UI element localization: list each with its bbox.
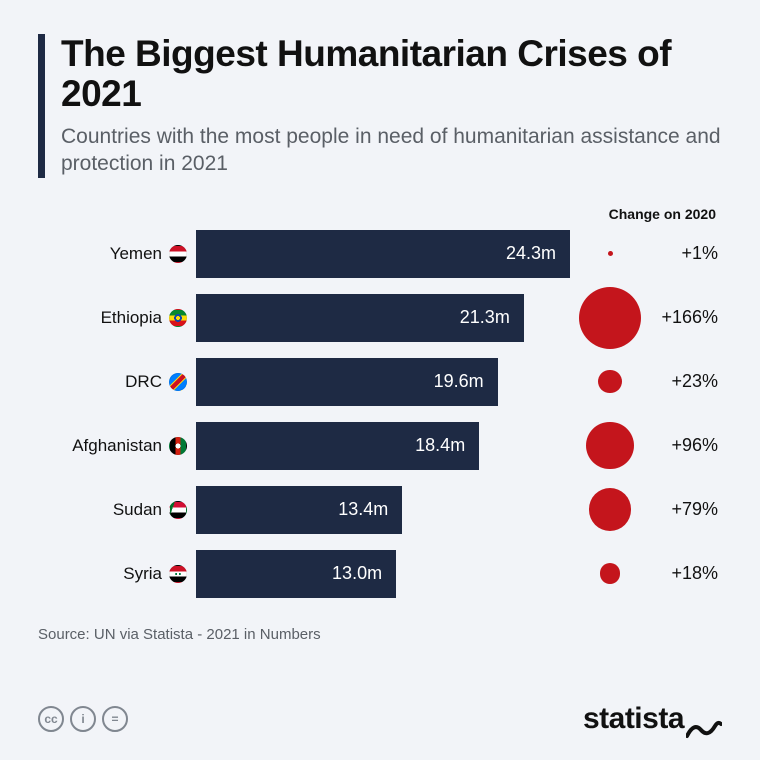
bubble-cell xyxy=(570,230,650,278)
bar-row: Yemen 24.3m +1% xyxy=(38,230,722,278)
cc-nd-icon: = xyxy=(102,706,128,732)
bubble-cell xyxy=(570,486,650,534)
bar: 19.6m xyxy=(196,358,498,406)
bar: 13.4m xyxy=(196,486,402,534)
change-bubble xyxy=(586,422,633,469)
bar-rows: Yemen 24.3m +1% Ethiopia 21.3m +166% DRC 19.6m +… xyxy=(38,230,722,598)
bar-row: Afghanistan 18.4m +96% xyxy=(38,422,722,470)
country-label: Ethiopia xyxy=(38,308,168,328)
country-label: DRC xyxy=(38,372,168,392)
bar-row: DRC 19.6m +23% xyxy=(38,358,722,406)
cc-by-icon: i xyxy=(70,706,96,732)
bar: 21.3m xyxy=(196,294,524,342)
change-bubble xyxy=(589,488,632,531)
cc-icons: cci= xyxy=(38,706,128,732)
flag-icon xyxy=(169,245,187,263)
change-bubble xyxy=(600,563,620,583)
change-label: +96% xyxy=(650,435,722,456)
chart-card: The Biggest Humanitarian Crises of 2021 … xyxy=(0,0,760,760)
flag-icon xyxy=(169,565,187,583)
bar-track: 21.3m xyxy=(196,294,570,342)
flag-icon xyxy=(169,373,187,391)
brand-text: statista xyxy=(583,702,684,736)
bubble-cell xyxy=(570,550,650,598)
bubble-cell xyxy=(570,358,650,406)
title-block: The Biggest Humanitarian Crises of 2021 … xyxy=(38,34,722,178)
bar-row: Syria 13.0m +18% xyxy=(38,550,722,598)
change-label: +23% xyxy=(650,371,722,392)
bar-value: 13.4m xyxy=(338,499,388,520)
source-text: Source: UN via Statista - 2021 in Number… xyxy=(38,626,722,643)
chart-subtitle: Countries with the most people in need o… xyxy=(61,124,722,178)
bar-track: 13.0m xyxy=(196,550,570,598)
bar-value: 18.4m xyxy=(415,435,465,456)
chart-title: The Biggest Humanitarian Crises of 2021 xyxy=(61,34,722,114)
change-bubble xyxy=(608,251,613,256)
flag-icon xyxy=(169,437,187,455)
bar-row: Sudan 13.4m +79% xyxy=(38,486,722,534)
country-label: Sudan xyxy=(38,500,168,520)
brand-logo: statista xyxy=(583,702,722,736)
bar: 24.3m xyxy=(196,230,570,278)
bar: 13.0m xyxy=(196,550,396,598)
change-label: +1% xyxy=(650,243,722,264)
change-label: +166% xyxy=(650,307,722,328)
change-label: +18% xyxy=(650,563,722,584)
bar-value: 24.3m xyxy=(506,243,556,264)
bar-track: 18.4m xyxy=(196,422,570,470)
bar-value: 19.6m xyxy=(434,371,484,392)
brand-wave-icon xyxy=(686,714,722,736)
flag-icon xyxy=(169,309,187,327)
bubble-cell xyxy=(570,294,650,342)
cc-license-icon: cc xyxy=(38,706,64,732)
bar-row: Ethiopia 21.3m +166% xyxy=(38,294,722,342)
bar-track: 24.3m xyxy=(196,230,570,278)
change-bubble xyxy=(579,287,641,349)
change-label: +79% xyxy=(650,499,722,520)
footer: cci= statista xyxy=(38,688,722,736)
bar-value: 13.0m xyxy=(332,563,382,584)
flag-icon xyxy=(169,501,187,519)
bar-track: 19.6m xyxy=(196,358,570,406)
bar: 18.4m xyxy=(196,422,479,470)
change-legend: Change on 2020 xyxy=(38,206,722,222)
bar-value: 21.3m xyxy=(460,307,510,328)
bar-track: 13.4m xyxy=(196,486,570,534)
bubble-cell xyxy=(570,422,650,470)
change-bubble xyxy=(598,370,621,393)
country-label: Afghanistan xyxy=(38,436,168,456)
country-label: Syria xyxy=(38,564,168,584)
country-label: Yemen xyxy=(38,244,168,264)
